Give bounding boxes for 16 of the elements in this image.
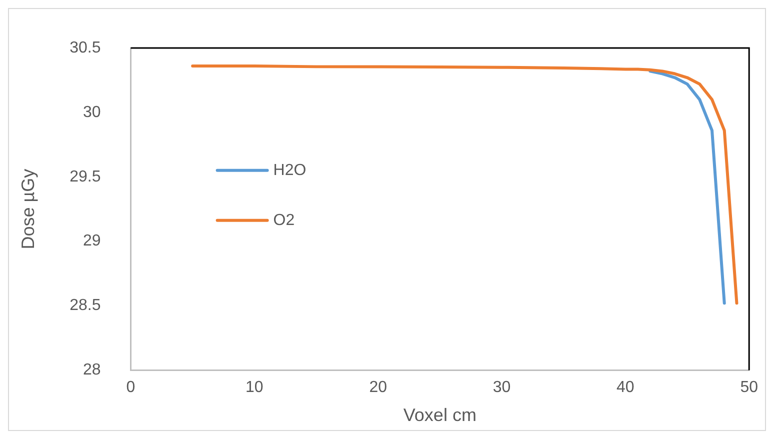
y-tick-label: 30 <box>82 104 101 121</box>
y-tick-label: 29.5 <box>70 168 101 186</box>
x-tick-label: 30 <box>492 379 511 396</box>
y-tick-label: 30.5 <box>70 39 101 56</box>
x-tick-label: 0 <box>126 379 136 396</box>
x-tick-label: 40 <box>616 379 634 396</box>
y-tick-label: 29 <box>82 232 101 250</box>
y-axis-title: Dose µGy <box>18 168 38 250</box>
x-axis-title: Voxel cm <box>403 405 476 426</box>
legend-label: H2O <box>273 162 306 179</box>
legend-label: O2 <box>273 212 295 229</box>
x-tick-label: 10 <box>246 379 264 396</box>
y-tick-label: 28 <box>82 362 101 379</box>
x-tick-label: 20 <box>369 379 388 396</box>
y-tick-label: 28.5 <box>70 297 101 314</box>
x-tick-label: 50 <box>740 379 758 396</box>
